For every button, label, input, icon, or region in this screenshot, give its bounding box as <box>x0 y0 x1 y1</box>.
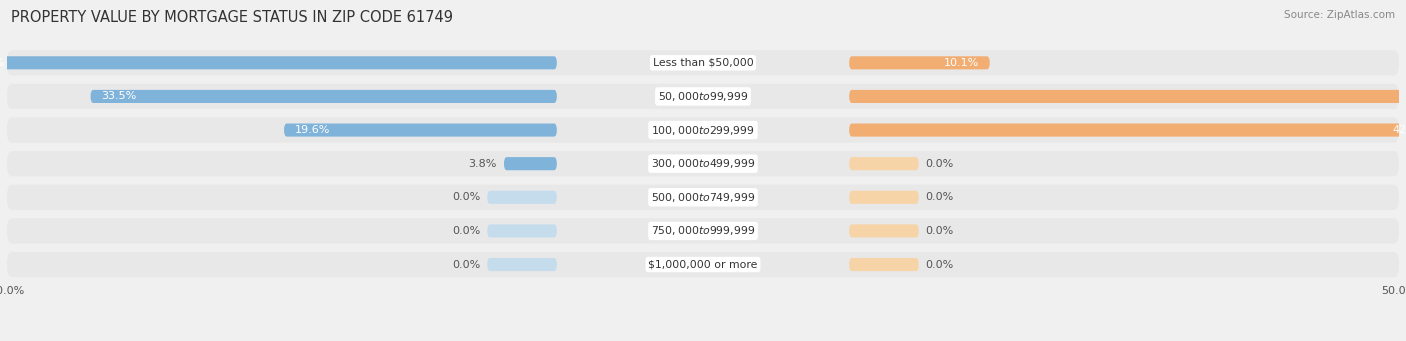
FancyBboxPatch shape <box>849 90 1406 103</box>
FancyBboxPatch shape <box>488 191 557 204</box>
FancyBboxPatch shape <box>503 157 557 170</box>
Text: 0.0%: 0.0% <box>925 226 953 236</box>
Text: 0.0%: 0.0% <box>925 260 953 269</box>
Text: $750,000 to $999,999: $750,000 to $999,999 <box>651 224 755 237</box>
FancyBboxPatch shape <box>849 224 918 237</box>
FancyBboxPatch shape <box>7 185 1399 210</box>
FancyBboxPatch shape <box>7 117 1399 143</box>
FancyBboxPatch shape <box>488 258 557 271</box>
Text: PROPERTY VALUE BY MORTGAGE STATUS IN ZIP CODE 61749: PROPERTY VALUE BY MORTGAGE STATUS IN ZIP… <box>11 10 453 25</box>
Text: Less than $50,000: Less than $50,000 <box>652 58 754 68</box>
Text: 0.0%: 0.0% <box>453 260 481 269</box>
Text: Source: ZipAtlas.com: Source: ZipAtlas.com <box>1284 10 1395 20</box>
Text: 19.6%: 19.6% <box>295 125 330 135</box>
Text: $1,000,000 or more: $1,000,000 or more <box>648 260 758 269</box>
FancyBboxPatch shape <box>488 224 557 237</box>
FancyBboxPatch shape <box>849 191 918 204</box>
Text: 0.0%: 0.0% <box>925 192 953 202</box>
FancyBboxPatch shape <box>7 50 1399 75</box>
FancyBboxPatch shape <box>90 90 557 103</box>
FancyBboxPatch shape <box>849 258 918 271</box>
Text: 42.4%: 42.4% <box>1392 125 1406 135</box>
FancyBboxPatch shape <box>849 123 1406 137</box>
Text: 43.0%: 43.0% <box>0 58 4 68</box>
Text: 3.8%: 3.8% <box>468 159 496 169</box>
FancyBboxPatch shape <box>7 218 1399 243</box>
Text: 0.0%: 0.0% <box>925 159 953 169</box>
Text: $50,000 to $99,999: $50,000 to $99,999 <box>658 90 748 103</box>
FancyBboxPatch shape <box>7 84 1399 109</box>
FancyBboxPatch shape <box>849 56 990 69</box>
FancyBboxPatch shape <box>7 151 1399 176</box>
FancyBboxPatch shape <box>0 56 557 69</box>
Text: $300,000 to $499,999: $300,000 to $499,999 <box>651 157 755 170</box>
Text: 0.0%: 0.0% <box>453 192 481 202</box>
FancyBboxPatch shape <box>849 157 918 170</box>
FancyBboxPatch shape <box>284 123 557 137</box>
FancyBboxPatch shape <box>7 252 1399 277</box>
Text: 0.0%: 0.0% <box>453 226 481 236</box>
Text: 10.1%: 10.1% <box>943 58 979 68</box>
Text: $100,000 to $299,999: $100,000 to $299,999 <box>651 123 755 136</box>
Text: 33.5%: 33.5% <box>101 91 136 101</box>
Text: $500,000 to $749,999: $500,000 to $749,999 <box>651 191 755 204</box>
